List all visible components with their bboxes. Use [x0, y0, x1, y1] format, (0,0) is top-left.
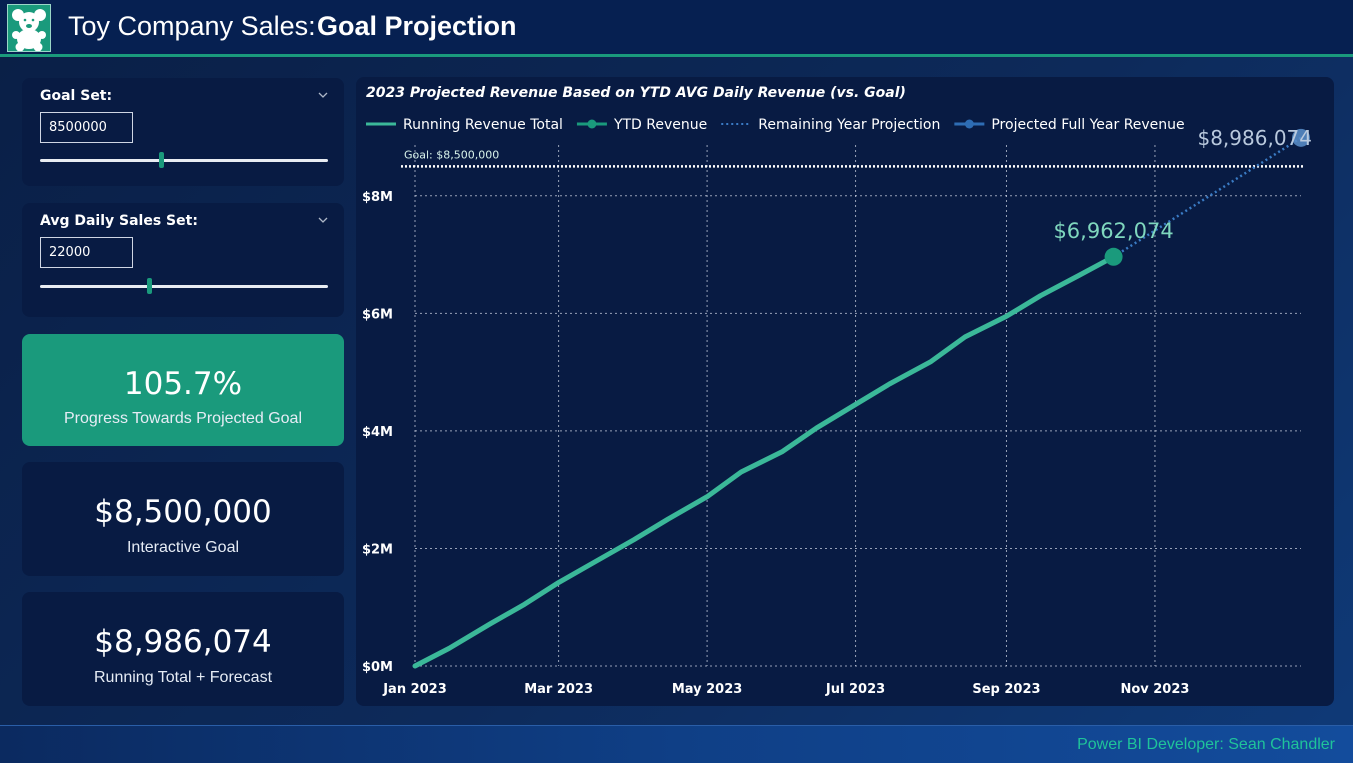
- goal-slider-track[interactable]: [40, 159, 328, 162]
- y-tick-label: $2M: [362, 542, 393, 557]
- x-tick-label: Nov 2023: [1120, 682, 1189, 697]
- progress-value: 105.7%: [123, 366, 243, 402]
- slicer-title: Goal Set:: [40, 88, 113, 104]
- progress-card: 105.7% Progress Towards Projected Goal: [22, 334, 344, 446]
- page-title-prefix: Toy Company Sales:: [68, 11, 316, 41]
- goal-value: $8,500,000: [94, 494, 272, 530]
- legend-label: YTD Revenue: [613, 117, 707, 133]
- goal-card: $8,500,000 Interactive Goal: [22, 462, 344, 576]
- y-tick-label: $6M: [362, 307, 393, 322]
- footer-bar: Power BI Developer: Sean Chandler: [0, 725, 1353, 763]
- running-revenue-line: [412, 254, 1117, 669]
- ytd-revenue-label: $6,962,074: [1053, 219, 1173, 243]
- progress-label: Progress Towards Projected Goal: [63, 410, 303, 427]
- slicer-title: Avg Daily Sales Set:: [40, 213, 198, 229]
- forecast-label: Running Total + Forecast: [93, 669, 273, 686]
- projection-line-chart[interactable]: 2023 Projected Revenue Based on YTD AVG …: [356, 77, 1334, 706]
- teddy-bear-icon: [7, 4, 51, 52]
- ytd-revenue-point: [1104, 247, 1123, 266]
- avg-daily-sales-slicer: Avg Daily Sales Set: 22000: [22, 203, 344, 317]
- avg-daily-sales-input[interactable]: 22000: [40, 237, 133, 268]
- y-tick-label: $4M: [362, 425, 393, 440]
- goal-label: Interactive Goal: [126, 539, 240, 556]
- x-tick-label: Jan 2023: [382, 682, 447, 697]
- x-tick-label: Mar 2023: [524, 682, 593, 697]
- projected-full-year-label: $8,986,074: [1197, 126, 1312, 150]
- x-tick-label: Jul 2023: [825, 682, 885, 697]
- legend-label: Remaining Year Projection: [758, 117, 940, 133]
- y-tick-label: $8M: [362, 190, 393, 205]
- chart-title: 2023 Projected Revenue Based on YTD AVG …: [366, 85, 906, 101]
- forecast-card: $8,986,074 Running Total + Forecast: [22, 592, 344, 706]
- forecast-value: $8,986,074: [94, 624, 272, 660]
- chart-panel: 2023 Projected Revenue Based on YTD AVG …: [356, 77, 1334, 706]
- legend-label: Projected Full Year Revenue: [991, 117, 1184, 133]
- legend-marker: [964, 119, 974, 129]
- avg-daily-sales-slider-track[interactable]: [40, 285, 328, 288]
- header-bar: Toy Company Sales: Goal Projection: [0, 0, 1353, 57]
- legend-marker: [587, 119, 597, 129]
- avg-daily-sales-slider-handle[interactable]: [147, 278, 153, 294]
- x-tick-label: Sep 2023: [972, 682, 1040, 697]
- y-tick-label: $0M: [362, 660, 393, 675]
- developer-credit: Power BI Developer: Sean Chandler: [1077, 736, 1335, 753]
- chevron-down-icon[interactable]: [318, 90, 328, 100]
- legend-label: Running Revenue Total: [403, 117, 563, 133]
- projected-full-year-point: [1292, 128, 1310, 147]
- remaining-year-projection-line: [1112, 136, 1302, 258]
- chevron-down-icon[interactable]: [318, 215, 328, 225]
- goal-slider-handle[interactable]: [158, 152, 164, 168]
- page-title: Goal Projection: [317, 11, 517, 41]
- goal-set-slicer: Goal Set: 8500000: [22, 78, 344, 186]
- goal-input[interactable]: 8500000: [40, 112, 133, 143]
- goal-label: Goal: $8,500,000: [404, 148, 499, 161]
- x-tick-label: May 2023: [672, 682, 743, 697]
